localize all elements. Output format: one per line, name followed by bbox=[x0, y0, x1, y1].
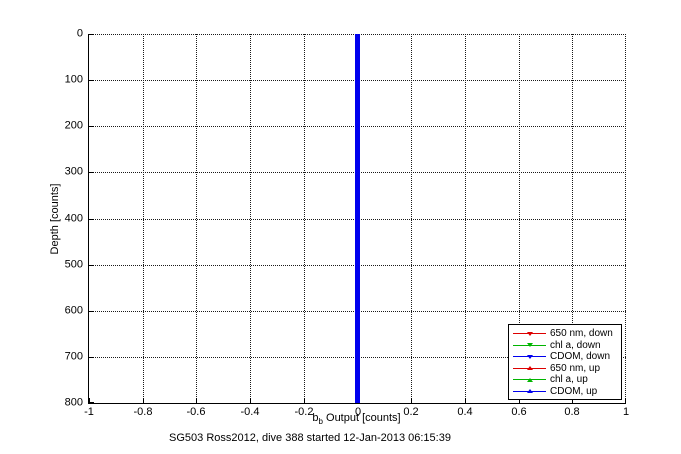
x-tick-mark bbox=[465, 398, 466, 403]
x-tick-mark bbox=[572, 398, 573, 403]
x-tick-label: -0.8 bbox=[133, 406, 153, 418]
x-tick-mark bbox=[250, 398, 251, 403]
legend-item-label: CDOM, down bbox=[550, 351, 611, 363]
y-tick-mark bbox=[89, 34, 94, 35]
triangle-down-icon bbox=[526, 343, 533, 348]
x-tick-label: 1 bbox=[622, 406, 630, 418]
x-tick-label: 0.4 bbox=[457, 406, 473, 418]
x-tick-mark bbox=[143, 398, 144, 403]
y-tick-label: 500 bbox=[64, 258, 83, 271]
y-tick-mark bbox=[89, 80, 94, 81]
gridline-vertical bbox=[625, 34, 626, 403]
gridline-vertical bbox=[196, 34, 197, 403]
x-axis-label-subscript: b bbox=[318, 417, 323, 427]
gridline-vertical bbox=[250, 34, 251, 403]
legend-item: 650 nm, down bbox=[509, 328, 621, 340]
y-tick-mark bbox=[89, 311, 94, 312]
x-axis-label-prefix: b bbox=[312, 412, 319, 424]
x-axis-label-suffix: Output [counts] bbox=[322, 412, 401, 424]
legend-line-sample bbox=[513, 329, 546, 338]
x-tick-label: -0.6 bbox=[186, 406, 206, 418]
gridline-vertical bbox=[572, 34, 573, 403]
legend-line-sample bbox=[513, 375, 546, 384]
legend-item: CDOM, down bbox=[509, 351, 621, 363]
y-tick-label: 600 bbox=[64, 304, 83, 317]
legend-item-label: CDOM, up bbox=[550, 385, 598, 397]
y-tick-label: 300 bbox=[64, 165, 83, 178]
x-tick-label: -0.2 bbox=[294, 406, 314, 418]
y-tick-label: 400 bbox=[64, 212, 83, 225]
legend-line-sample bbox=[513, 341, 546, 350]
plot-area: 650 nm, down chl a, down CDOM, down 650 nm,… bbox=[65, 28, 629, 418]
legend-line-sample bbox=[513, 364, 546, 373]
legend-item: 650 nm, up bbox=[509, 363, 621, 375]
x-tick-mark bbox=[519, 398, 520, 403]
legend-item: CDOM, up bbox=[509, 386, 621, 398]
legend: 650 nm, down chl a, down CDOM, down 650 nm,… bbox=[508, 324, 622, 400]
x-tick-label: 0.2 bbox=[403, 406, 419, 418]
triangle-down-icon bbox=[526, 331, 533, 336]
x-tick-label: 0.8 bbox=[564, 406, 580, 418]
x-tick-mark bbox=[196, 398, 197, 403]
figure-caption: SG503 Ross2012, dive 388 started 12-Jan-… bbox=[169, 432, 451, 444]
y-tick-label: 100 bbox=[64, 73, 83, 86]
legend-item: chl a, up bbox=[509, 374, 621, 386]
y-tick-label: 0 bbox=[76, 27, 83, 40]
y-tick-mark bbox=[89, 172, 94, 173]
y-tick-mark bbox=[89, 219, 94, 220]
y-tick-label: 200 bbox=[64, 119, 83, 132]
x-tick-mark bbox=[89, 398, 90, 403]
triangle-up-icon bbox=[526, 389, 533, 394]
x-tick-label: -0.4 bbox=[240, 406, 260, 418]
y-tick-mark bbox=[89, 265, 94, 266]
gridline-vertical bbox=[519, 34, 520, 403]
gridline-vertical bbox=[304, 34, 305, 403]
x-tick-label: -1 bbox=[84, 406, 94, 418]
y-axis-label: Depth [counts] bbox=[49, 183, 61, 255]
y-tick-mark bbox=[89, 402, 94, 403]
gridline-vertical bbox=[411, 34, 412, 403]
x-tick-label: 0.6 bbox=[511, 406, 527, 418]
legend-item-label: 650 nm, down bbox=[550, 328, 613, 340]
legend-line-sample bbox=[513, 387, 546, 396]
x-axis-label: bb Output [counts] bbox=[88, 412, 625, 426]
legend-item-label: 650 nm, up bbox=[550, 362, 601, 374]
x-tick-label: 0 bbox=[354, 406, 362, 418]
x-tick-mark bbox=[411, 398, 412, 403]
gridline-vertical bbox=[465, 34, 466, 403]
triangle-down-icon bbox=[526, 354, 533, 359]
gridline-vertical bbox=[143, 34, 144, 403]
y-tick-mark bbox=[89, 357, 94, 358]
triangle-up-icon bbox=[526, 366, 533, 371]
legend-item-label: chl a, down bbox=[550, 339, 601, 351]
legend-line-sample bbox=[513, 352, 546, 361]
x-tick-mark bbox=[304, 398, 305, 403]
x-tick-mark bbox=[625, 398, 626, 403]
y-tick-mark bbox=[89, 126, 94, 127]
legend-item: chl a, down bbox=[509, 340, 621, 352]
y-tick-label: 800 bbox=[64, 396, 83, 409]
legend-item-label: chl a, up bbox=[550, 374, 588, 386]
triangle-up-icon bbox=[526, 377, 533, 382]
y-tick-label: 700 bbox=[64, 350, 83, 363]
series-line bbox=[355, 34, 360, 403]
